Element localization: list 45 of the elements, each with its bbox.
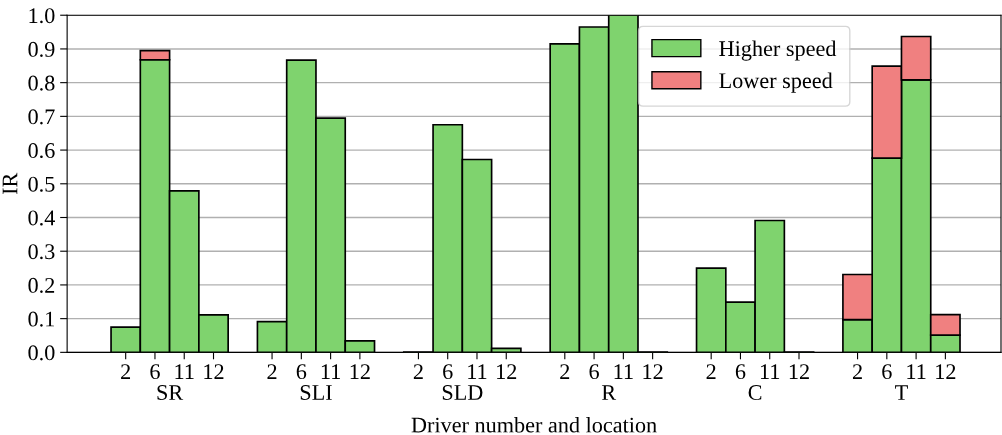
x-tick-label: 11 xyxy=(907,364,926,379)
y-tick-label: 0.0 xyxy=(28,345,55,361)
legend-label: Lower speed xyxy=(719,72,833,93)
y-tick-label: 0.8 xyxy=(28,75,55,91)
x-tick-label: 11 xyxy=(760,364,780,379)
x-tick-label: 11 xyxy=(468,364,487,379)
y-tick-label: 0.1 xyxy=(28,311,54,327)
x-tick-label: 6 xyxy=(296,364,307,380)
x-tick-label: 2 xyxy=(267,364,277,379)
x-tick-label: 11 xyxy=(175,364,194,379)
y-tick-label: 1.0 xyxy=(29,8,55,24)
x-tick-label: 6 xyxy=(882,364,892,380)
y-tick-label: 0.4 xyxy=(28,210,55,226)
text: R xyxy=(601,385,617,400)
x-tick-label: 6 xyxy=(589,364,599,380)
y-tick-label: 0.9 xyxy=(28,41,55,57)
text: SLD xyxy=(442,385,483,401)
x-tick-label: 12 xyxy=(789,364,809,379)
x-tick-label: 2 xyxy=(560,364,570,379)
text: SR xyxy=(157,385,184,401)
legend-label: Higher speed xyxy=(719,40,837,61)
x-tick-label: 2 xyxy=(121,364,131,379)
x-tick-label: 12 xyxy=(936,364,956,379)
x-axis-title: Driver number and location xyxy=(411,416,657,433)
x-tick-label: 12 xyxy=(204,364,224,379)
x-tick-label: 2 xyxy=(852,364,862,379)
y-tick-label: 0.6 xyxy=(28,143,55,159)
text: C xyxy=(748,385,762,401)
x-tick-label: 12 xyxy=(350,364,370,379)
y-tick-label: 0.3 xyxy=(28,244,55,260)
x-tick-label: 6 xyxy=(443,364,453,380)
x-tick-label: 12 xyxy=(643,364,663,379)
text: T xyxy=(895,385,908,400)
x-tick-label: 11 xyxy=(614,364,633,379)
x-tick-label: 6 xyxy=(150,364,160,380)
y-tick-label: 0.2 xyxy=(28,277,55,293)
x-tick-label: 2 xyxy=(706,364,716,379)
x-tick-label: 12 xyxy=(497,364,517,379)
y-axis-title: IR xyxy=(2,172,18,195)
y-tick-label: 0.5 xyxy=(28,176,55,192)
y-tick-label: 0.7 xyxy=(28,109,55,125)
text: SLI xyxy=(300,385,332,401)
x-tick-label: 6 xyxy=(735,364,746,380)
x-tick-label: 11 xyxy=(321,364,340,379)
x-tick-label: 2 xyxy=(413,364,423,379)
